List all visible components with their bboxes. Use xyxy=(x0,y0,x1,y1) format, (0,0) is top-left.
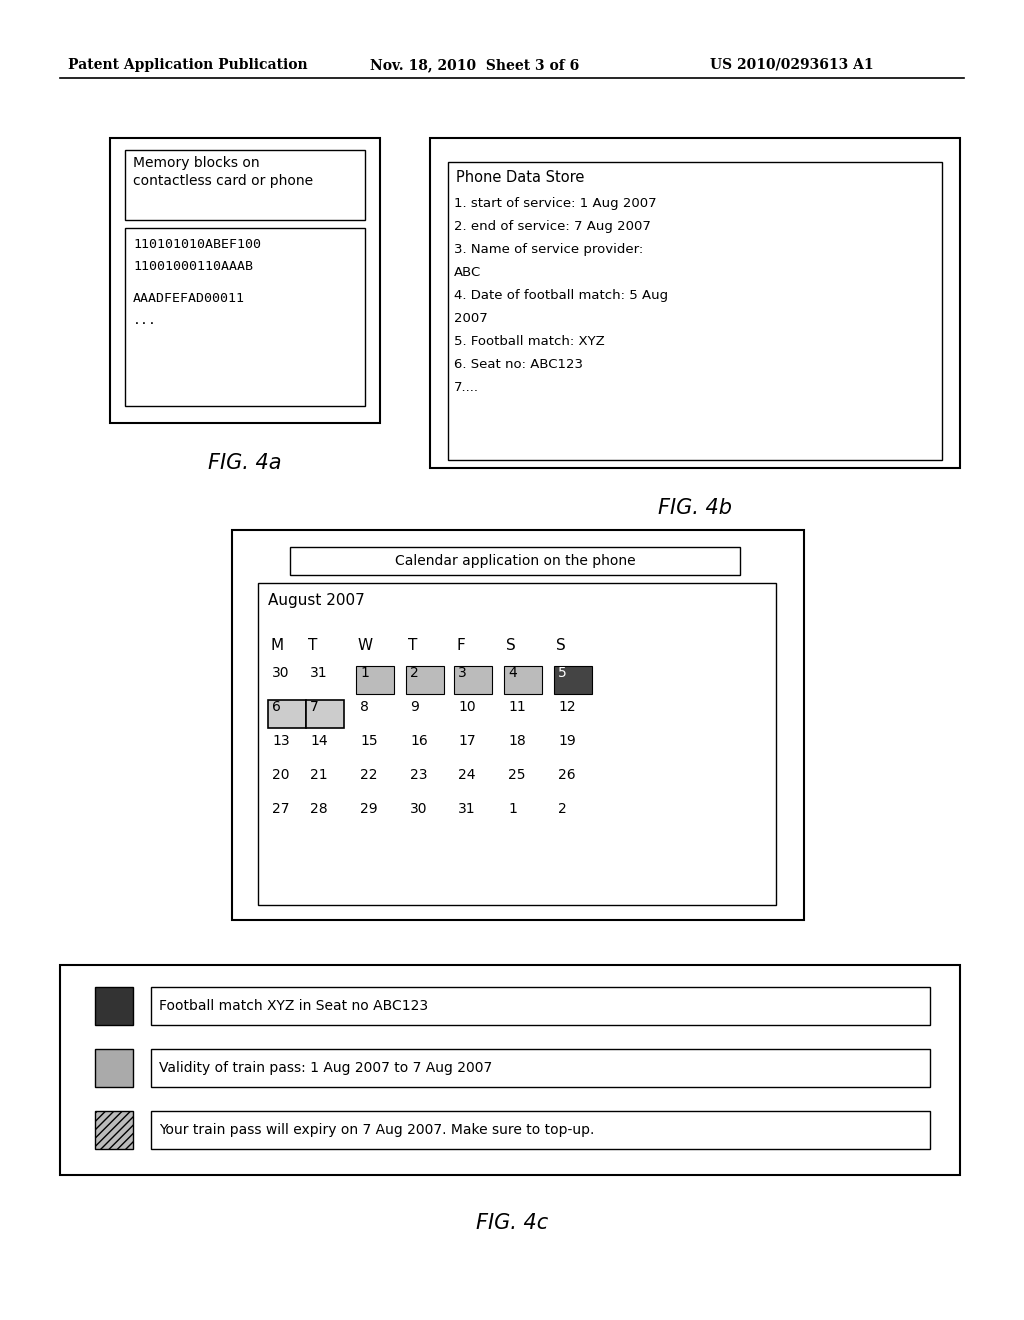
Text: 27: 27 xyxy=(272,803,290,816)
Text: 1: 1 xyxy=(508,803,517,816)
Text: August 2007: August 2007 xyxy=(268,593,365,609)
Text: 5. Football match: XYZ: 5. Football match: XYZ xyxy=(454,335,605,348)
Text: 29: 29 xyxy=(360,803,378,816)
Text: 8: 8 xyxy=(360,700,369,714)
Text: 7: 7 xyxy=(310,700,318,714)
Text: 6. Seat no: ABC123: 6. Seat no: ABC123 xyxy=(454,358,583,371)
Text: Your train pass will expiry on 7 Aug 2007. Make sure to top-up.: Your train pass will expiry on 7 Aug 200… xyxy=(159,1123,594,1137)
Text: 19: 19 xyxy=(558,734,575,748)
Text: 20: 20 xyxy=(272,768,290,781)
Text: ...: ... xyxy=(133,314,157,327)
Text: M: M xyxy=(270,638,283,653)
Text: 1. start of service: 1 Aug 2007: 1. start of service: 1 Aug 2007 xyxy=(454,197,656,210)
Text: 2: 2 xyxy=(558,803,566,816)
Text: 2007: 2007 xyxy=(454,312,487,325)
Text: 24: 24 xyxy=(458,768,475,781)
Text: 1: 1 xyxy=(360,667,369,680)
Text: 17: 17 xyxy=(458,734,475,748)
Text: Validity of train pass: 1 Aug 2007 to 7 Aug 2007: Validity of train pass: 1 Aug 2007 to 7 … xyxy=(159,1061,493,1074)
Bar xyxy=(110,139,380,422)
Text: F: F xyxy=(456,638,465,653)
Text: 25: 25 xyxy=(508,768,525,781)
Bar xyxy=(95,1049,133,1086)
Bar xyxy=(151,1049,930,1086)
Text: US 2010/0293613 A1: US 2010/0293613 A1 xyxy=(710,58,873,73)
Text: ABC: ABC xyxy=(454,267,481,279)
Bar xyxy=(232,531,804,920)
Bar xyxy=(454,667,492,694)
Bar xyxy=(125,150,365,220)
Text: 22: 22 xyxy=(360,768,378,781)
Text: 4. Date of football match: 5 Aug: 4. Date of football match: 5 Aug xyxy=(454,289,668,302)
Bar xyxy=(449,162,942,459)
Text: 28: 28 xyxy=(310,803,328,816)
Text: 11001000110AAAB: 11001000110AAAB xyxy=(133,260,253,273)
Text: S: S xyxy=(556,638,565,653)
Text: AAADFEFAD00011: AAADFEFAD00011 xyxy=(133,292,245,305)
Bar xyxy=(356,667,394,694)
Text: 4: 4 xyxy=(508,667,517,680)
Text: 2: 2 xyxy=(410,667,419,680)
Text: 16: 16 xyxy=(410,734,428,748)
Text: FIG. 4c: FIG. 4c xyxy=(476,1213,548,1233)
Text: 5: 5 xyxy=(558,667,566,680)
Text: Patent Application Publication: Patent Application Publication xyxy=(68,58,307,73)
Text: S: S xyxy=(506,638,516,653)
Text: W: W xyxy=(358,638,373,653)
Text: FIG. 4a: FIG. 4a xyxy=(208,453,282,473)
Text: 3: 3 xyxy=(458,667,467,680)
Text: 21: 21 xyxy=(310,768,328,781)
Text: 30: 30 xyxy=(410,803,427,816)
Bar xyxy=(406,667,444,694)
Text: 18: 18 xyxy=(508,734,525,748)
Text: 2. end of service: 7 Aug 2007: 2. end of service: 7 Aug 2007 xyxy=(454,220,651,234)
Bar xyxy=(151,987,930,1026)
Bar xyxy=(306,700,344,729)
Text: 9: 9 xyxy=(410,700,419,714)
Text: Calendar application on the phone: Calendar application on the phone xyxy=(394,554,635,568)
Bar xyxy=(151,1111,930,1148)
Bar xyxy=(60,965,961,1175)
Text: 3. Name of service provider:: 3. Name of service provider: xyxy=(454,243,643,256)
Text: 26: 26 xyxy=(558,768,575,781)
Text: 110101010ABEF100: 110101010ABEF100 xyxy=(133,238,261,251)
Text: T: T xyxy=(308,638,317,653)
Bar xyxy=(290,546,740,576)
Text: 7....: 7.... xyxy=(454,381,479,393)
Text: Nov. 18, 2010  Sheet 3 of 6: Nov. 18, 2010 Sheet 3 of 6 xyxy=(370,58,580,73)
Bar xyxy=(504,667,542,694)
Bar xyxy=(125,228,365,407)
Bar xyxy=(258,583,776,906)
Text: 23: 23 xyxy=(410,768,427,781)
Text: 31: 31 xyxy=(310,667,328,680)
Bar xyxy=(95,1111,133,1148)
Text: Football match XYZ in Seat no ABC123: Football match XYZ in Seat no ABC123 xyxy=(159,999,428,1012)
Text: T: T xyxy=(408,638,418,653)
Text: 14: 14 xyxy=(310,734,328,748)
Text: 11: 11 xyxy=(508,700,525,714)
Text: 6: 6 xyxy=(272,700,281,714)
Text: 12: 12 xyxy=(558,700,575,714)
Bar xyxy=(430,139,961,469)
Bar xyxy=(268,700,306,729)
Text: Phone Data Store: Phone Data Store xyxy=(456,170,585,185)
Text: 10: 10 xyxy=(458,700,475,714)
Bar xyxy=(554,667,592,694)
Text: Memory blocks on
contactless card or phone: Memory blocks on contactless card or pho… xyxy=(133,156,313,189)
Text: 31: 31 xyxy=(458,803,475,816)
Text: 15: 15 xyxy=(360,734,378,748)
Text: 13: 13 xyxy=(272,734,290,748)
Text: FIG. 4b: FIG. 4b xyxy=(658,498,732,517)
Bar xyxy=(95,987,133,1026)
Text: 30: 30 xyxy=(272,667,290,680)
